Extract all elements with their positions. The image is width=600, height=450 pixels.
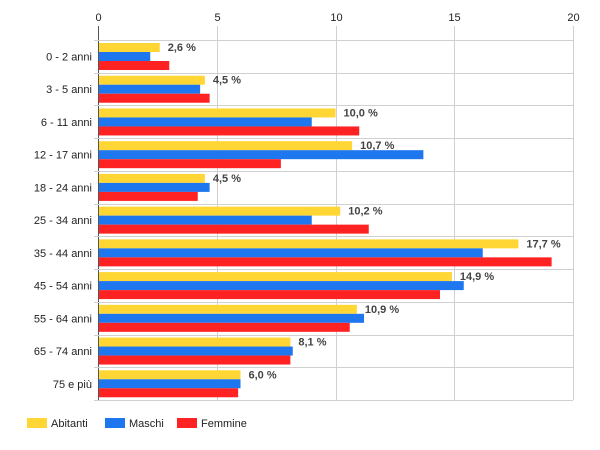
bar-maschi <box>99 182 210 192</box>
data-label: 6,0 % <box>249 369 277 381</box>
legend[interactable]: Abitanti Maschi Femmine <box>27 418 247 430</box>
category-label: 45 - 54 anni <box>34 281 92 293</box>
legend-item-maschi[interactable]: Maschi <box>105 418 164 430</box>
data-labels: 2,6 % 4,5 % 10,0 % 10,7 % 4,5 % 10,2 % 17,7 % 1… <box>168 42 561 381</box>
category-label: 75 e più <box>53 379 92 391</box>
bars <box>99 43 552 398</box>
data-label: 10,2 % <box>348 206 382 218</box>
data-label: 4,5 % <box>213 173 241 185</box>
bar-abitanti <box>99 370 241 380</box>
category-label: 18 - 24 anni <box>34 182 92 194</box>
bar-maschi <box>99 346 293 356</box>
bar-maschi <box>99 248 483 258</box>
x-tick-label: 10 <box>330 12 342 24</box>
x-tick-label: 5 <box>214 12 220 24</box>
x-tick-label: 15 <box>448 12 460 24</box>
category-label: 3 - 5 anni <box>46 84 92 96</box>
bar-abitanti <box>99 272 452 282</box>
bar-femmine <box>99 322 350 332</box>
category-label: 12 - 17 anni <box>34 150 92 162</box>
grid <box>94 26 574 401</box>
bar-abitanti <box>99 337 291 347</box>
data-label: 4,5 % <box>213 75 241 87</box>
category-label: 0 - 2 anni <box>46 52 92 64</box>
bar-femmine <box>99 224 369 234</box>
bar-abitanti <box>99 75 205 85</box>
bar-femmine <box>99 61 170 70</box>
x-tick-label: 20 <box>567 12 579 24</box>
category-label: 25 - 34 anni <box>34 215 92 227</box>
bar-maschi <box>99 379 241 389</box>
bar-maschi <box>99 52 151 61</box>
bar-femmine <box>99 159 281 169</box>
data-label: 14,9 % <box>460 271 494 283</box>
bar-maschi <box>99 215 312 225</box>
legend-swatch <box>105 418 125 428</box>
bar-abitanti <box>99 108 336 118</box>
category-label: 55 - 64 anni <box>34 313 92 325</box>
bar-maschi <box>99 84 201 94</box>
data-label: 2,6 % <box>168 42 196 54</box>
x-tick-label: 0 <box>95 12 101 24</box>
data-label: 10,7 % <box>360 140 394 152</box>
legend-swatch <box>27 418 47 428</box>
data-label: 17,7 % <box>526 238 560 250</box>
data-label: 10,0 % <box>344 107 378 119</box>
bar-abitanti <box>99 43 160 52</box>
bar-maschi <box>99 313 364 323</box>
bar-abitanti <box>99 206 341 216</box>
bar-femmine <box>99 355 291 365</box>
bar-maschi <box>99 281 464 291</box>
category-label: 35 - 44 anni <box>34 248 92 260</box>
legend-item-abitanti[interactable]: Abitanti <box>27 418 88 430</box>
legend-label: Abitanti <box>51 418 88 430</box>
bar-femmine <box>99 191 198 201</box>
bar-abitanti <box>99 173 205 183</box>
bar-abitanti <box>99 239 519 249</box>
legend-label: Femmine <box>201 418 247 430</box>
bar-femmine <box>99 126 360 136</box>
category-label: 65 - 74 anni <box>34 346 92 358</box>
bar-maschi <box>99 117 312 127</box>
legend-item-femmine[interactable]: Femmine <box>177 418 247 430</box>
data-label: 10,9 % <box>365 304 399 316</box>
y-axis-categories: 0 - 2 anni 3 - 5 anni 6 - 11 anni 12 - 17 a… <box>34 52 92 391</box>
data-label: 8,1 % <box>298 337 326 349</box>
legend-label: Maschi <box>129 418 164 430</box>
category-label: 6 - 11 anni <box>41 117 92 129</box>
bar-abitanti <box>99 141 353 151</box>
bar-maschi <box>99 150 424 160</box>
legend-swatch <box>177 418 197 428</box>
bar-femmine <box>99 290 440 300</box>
bar-abitanti <box>99 304 357 314</box>
x-axis-ticks: 0 5 10 15 20 <box>95 12 579 24</box>
bar-femmine <box>99 257 552 267</box>
bar-femmine <box>99 93 210 103</box>
bar-femmine <box>99 388 239 398</box>
